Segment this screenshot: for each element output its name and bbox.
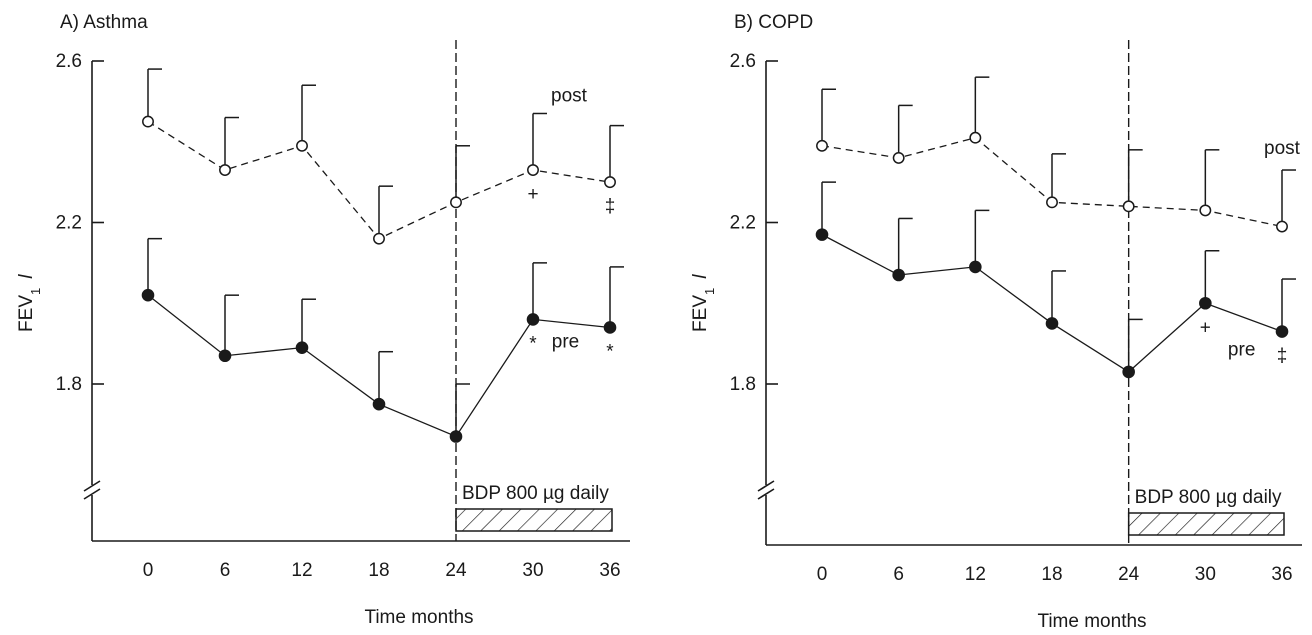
significance-marker: ‡ bbox=[605, 196, 616, 217]
data-point-post bbox=[1276, 220, 1288, 233]
x-tick-label: 6 bbox=[220, 560, 231, 581]
x-tick-label: 0 bbox=[817, 564, 828, 585]
significance-marker: + bbox=[527, 184, 538, 205]
y-axis-label-sub: 1 bbox=[28, 288, 43, 295]
data-point-post bbox=[527, 164, 539, 176]
data-point-post bbox=[604, 176, 616, 189]
series-label-post: post bbox=[1264, 138, 1301, 159]
data-point-pre bbox=[295, 341, 309, 354]
significance-marker: ‡ bbox=[1277, 346, 1288, 367]
data-point-post bbox=[1046, 196, 1058, 209]
y-tick-label: 2.6 bbox=[730, 51, 756, 72]
data-point-pre bbox=[603, 321, 617, 334]
y-axis-label-unit: l bbox=[690, 274, 711, 279]
axis-break-mark bbox=[757, 480, 775, 492]
data-point-pre bbox=[141, 288, 155, 302]
y-tick-label: 2.6 bbox=[56, 51, 82, 72]
data-point-post bbox=[1122, 200, 1135, 213]
treatment-bar bbox=[1127, 512, 1285, 536]
x-axis-label: Time months bbox=[1037, 611, 1146, 632]
y-axis-label-sub: 1 bbox=[702, 288, 717, 295]
data-point-pre bbox=[815, 228, 829, 241]
data-point-pre bbox=[892, 268, 905, 282]
data-point-post bbox=[450, 196, 462, 209]
significance-marker: * bbox=[606, 341, 614, 362]
chart-title: B) COPD bbox=[734, 12, 813, 33]
y-tick-label: 2.2 bbox=[56, 213, 82, 234]
data-point-post bbox=[296, 139, 308, 152]
x-tick-label: 30 bbox=[1195, 564, 1216, 585]
x-axis-label: Time months bbox=[364, 607, 473, 628]
y-axis-label: FEV1 l bbox=[16, 274, 43, 332]
data-point-pre bbox=[372, 397, 386, 411]
x-tick-label: 36 bbox=[1271, 564, 1292, 585]
x-tick-label: 18 bbox=[1041, 564, 1062, 585]
x-tick-label: 12 bbox=[965, 564, 986, 585]
data-point-pre bbox=[218, 349, 232, 363]
treatment-label: BDP 800 µg daily bbox=[462, 483, 609, 504]
chart-title: A) Asthma bbox=[60, 12, 148, 33]
significance-marker: * bbox=[529, 333, 537, 354]
treatment-label: BDP 800 µg daily bbox=[1135, 487, 1282, 508]
data-point-pre bbox=[1199, 296, 1212, 310]
data-point-post bbox=[373, 232, 385, 245]
y-tick-label: 1.8 bbox=[730, 374, 756, 395]
series-label-post: post bbox=[551, 85, 588, 106]
data-point-pre bbox=[1275, 325, 1289, 338]
data-point-post bbox=[969, 131, 982, 144]
chart-panel-asthma: A) Asthma 1.8 2.2 2.6 0 6 12 18 24 30 36 Time month… bbox=[16, 12, 630, 628]
series-label-pre: pre bbox=[1228, 340, 1255, 361]
data-point-pre bbox=[1122, 365, 1135, 379]
x-tick-label: 24 bbox=[445, 560, 467, 581]
data-point-pre bbox=[526, 313, 540, 326]
y-axis-label-main: FEV bbox=[690, 295, 711, 332]
series-label-pre: pre bbox=[552, 332, 579, 353]
data-point-post bbox=[816, 139, 828, 152]
treatment-bar bbox=[455, 508, 613, 532]
data-point-pre bbox=[449, 430, 463, 443]
data-point-post bbox=[1199, 204, 1212, 217]
x-tick-label: 18 bbox=[368, 560, 389, 581]
x-tick-label: 24 bbox=[1118, 564, 1140, 585]
data-point-post bbox=[219, 164, 231, 176]
y-axis-label: FEV1 l bbox=[690, 274, 717, 332]
y-tick-label: 1.8 bbox=[56, 374, 82, 395]
y-axis-label-unit: l bbox=[16, 274, 37, 279]
data-point-pre bbox=[1045, 317, 1059, 330]
x-tick-label: 12 bbox=[291, 560, 312, 581]
x-tick-label: 36 bbox=[599, 560, 620, 581]
data-point-post bbox=[892, 151, 905, 164]
x-tick-label: 30 bbox=[522, 560, 543, 581]
chart-panel-copd: B) COPD 1.8 2.2 2.6 0 6 12 18 24 30 36 Time months F… bbox=[690, 12, 1302, 632]
significance-marker: + bbox=[1200, 317, 1211, 338]
axis-break-mark bbox=[83, 488, 101, 500]
y-tick-label: 2.2 bbox=[730, 213, 756, 234]
y-axis-label-main: FEV bbox=[16, 295, 37, 332]
x-tick-label: 6 bbox=[893, 564, 904, 585]
axis-break-mark bbox=[83, 480, 101, 492]
x-tick-label: 0 bbox=[143, 560, 154, 581]
axis-break-mark bbox=[757, 488, 775, 500]
data-point-post bbox=[142, 115, 154, 128]
data-point-pre bbox=[969, 260, 982, 274]
